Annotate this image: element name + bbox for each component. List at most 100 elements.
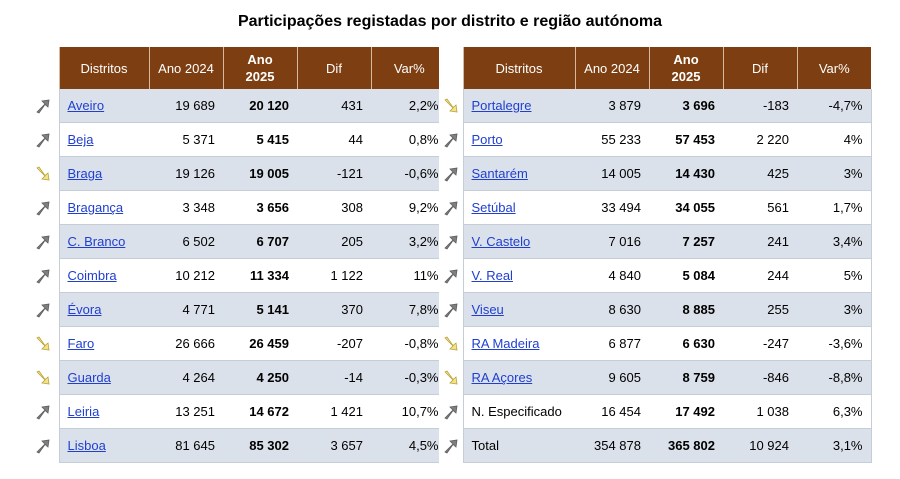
district-link[interactable]: Portalegre (471, 98, 532, 113)
district-link[interactable]: Aveiro (67, 98, 105, 113)
year-2025-cell: 26 459 (223, 326, 297, 361)
year-2024-cell: 9 605 (575, 360, 649, 395)
diff-cell: 1 038 (723, 394, 797, 429)
district-link[interactable]: Viseu (471, 302, 504, 317)
diff-cell: 3 657 (297, 428, 371, 463)
district-name-cell: Viseu (462, 292, 575, 327)
diff-cell: 205 (297, 224, 371, 259)
district-link[interactable]: Bragança (67, 200, 124, 215)
district-name-cell: Leiria (58, 394, 149, 429)
diff-cell: -14 (297, 360, 371, 395)
year-2024-cell: 10 212 (149, 258, 223, 293)
district-link[interactable]: Lisboa (67, 438, 106, 453)
district-link[interactable]: Porto (471, 132, 503, 147)
district-link[interactable]: Guarda (67, 370, 111, 385)
diff-cell: -247 (723, 326, 797, 361)
trend-up-arrow-icon (27, 224, 59, 259)
year-2025-cell: 6 707 (223, 224, 297, 259)
district-name-cell: Beja (58, 122, 149, 157)
table-row: Aveiro 19 689 20 120 431 2,2% (27, 89, 448, 123)
year-2025-cell: 17 492 (649, 394, 723, 429)
diff-cell: 255 (723, 292, 797, 327)
year-2024-cell: 8 630 (575, 292, 649, 327)
district-link[interactable]: Setúbal (471, 200, 516, 215)
table-row: N. Especificado 16 454 17 492 1 038 6,3% (439, 394, 872, 429)
diff-cell: 370 (297, 292, 371, 327)
var-cell: 10,7% (371, 394, 448, 429)
district-link[interactable]: Coimbra (67, 268, 117, 283)
diff-cell: 2 220 (723, 122, 797, 157)
diff-cell: 431 (297, 89, 371, 123)
trend-down-arrow-icon (27, 326, 59, 361)
year-2024-cell: 19 126 (149, 156, 223, 191)
district-link[interactable]: V. Castelo (471, 234, 531, 249)
table-row: Faro 26 666 26 459 -207 -0,8% (27, 326, 448, 361)
trend-up-arrow-icon (27, 394, 59, 429)
district-name-cell: Aveiro (58, 89, 149, 123)
var-cell: 6,3% (797, 394, 872, 429)
var-cell: -3,6% (797, 326, 872, 361)
year-2024-cell: 3 348 (149, 190, 223, 225)
year-2025-cell: 8 885 (649, 292, 723, 327)
table-row: Beja 5 371 5 415 44 0,8% (27, 122, 448, 157)
year-2024-cell: 16 454 (575, 394, 649, 429)
district-link[interactable]: C. Branco (67, 234, 126, 249)
district-link[interactable]: Faro (67, 336, 95, 351)
year-2024-cell: 4 264 (149, 360, 223, 395)
var-cell: 9,2% (371, 190, 448, 225)
table-row: Coimbra 10 212 11 334 1 122 11% (27, 258, 448, 293)
year-2024-cell: 14 005 (575, 156, 649, 191)
district-name-cell: Porto (462, 122, 575, 157)
var-cell: -0,6% (371, 156, 448, 191)
table-row: Braga 19 126 19 005 -121 -0,6% (27, 156, 448, 191)
district-name-cell: Faro (58, 326, 149, 361)
page-title: Participações registadas por distrito e … (237, 13, 663, 30)
diff-cell: 10 924 (723, 428, 797, 463)
trend-down-arrow-icon (439, 326, 463, 361)
district-link[interactable]: Santarém (471, 166, 528, 181)
district-name-cell: V. Castelo (462, 224, 575, 259)
year-2024-cell: 33 494 (575, 190, 649, 225)
year-2025-cell: 8 759 (649, 360, 723, 395)
district-name-cell: Braga (58, 156, 149, 191)
district-link[interactable]: Beja (67, 132, 94, 147)
district-link[interactable]: Leiria (67, 404, 100, 419)
table-row: Setúbal 33 494 34 055 561 1,7% (439, 190, 872, 225)
header-diff: Dif (722, 47, 797, 89)
year-2024-cell: 55 233 (575, 122, 649, 157)
table-row: Total 354 878 365 802 10 924 3,1% (439, 428, 872, 463)
year-2025-cell: 5 415 (223, 122, 297, 157)
year-2024-cell: 81 645 (149, 428, 223, 463)
var-cell: 1,7% (797, 190, 872, 225)
district-name-cell: Coimbra (58, 258, 149, 293)
district-link[interactable]: V. Real (471, 268, 513, 283)
diff-cell: -207 (297, 326, 371, 361)
district-link[interactable]: Braga (67, 166, 103, 181)
year-2024-cell: 26 666 (149, 326, 223, 361)
table-row: Santarém 14 005 14 430 425 3% (439, 156, 872, 191)
year-2025-cell: 14 430 (649, 156, 723, 191)
header-year-2024: Ano 2024 (148, 47, 223, 89)
year-2024-cell: 7 016 (575, 224, 649, 259)
trend-up-arrow-icon (27, 292, 59, 327)
year-2025-cell: 11 334 (223, 258, 297, 293)
district-link[interactable]: Évora (67, 302, 102, 317)
year-2025-cell: 7 257 (649, 224, 723, 259)
diff-cell: 1 421 (297, 394, 371, 429)
district-link[interactable]: RA Açores (471, 370, 533, 385)
var-cell: 11% (371, 258, 448, 293)
district-name-cell: Total (462, 428, 575, 463)
header-year-2024: Ano 2024 (574, 47, 649, 89)
header-year-2025: Ano 2025 (648, 47, 723, 89)
district-name-cell: Bragança (58, 190, 149, 225)
year-2024-cell: 4 771 (149, 292, 223, 327)
header-var: Var% (796, 47, 871, 89)
district-link[interactable]: RA Madeira (471, 336, 540, 351)
year-2025-cell: 5 141 (223, 292, 297, 327)
var-cell: 2,2% (371, 89, 448, 123)
var-cell: 3,1% (797, 428, 872, 463)
var-cell: 3% (797, 292, 872, 327)
trend-down-arrow-icon (27, 156, 59, 191)
diff-cell: -121 (297, 156, 371, 191)
year-2024-cell: 19 689 (149, 89, 223, 123)
